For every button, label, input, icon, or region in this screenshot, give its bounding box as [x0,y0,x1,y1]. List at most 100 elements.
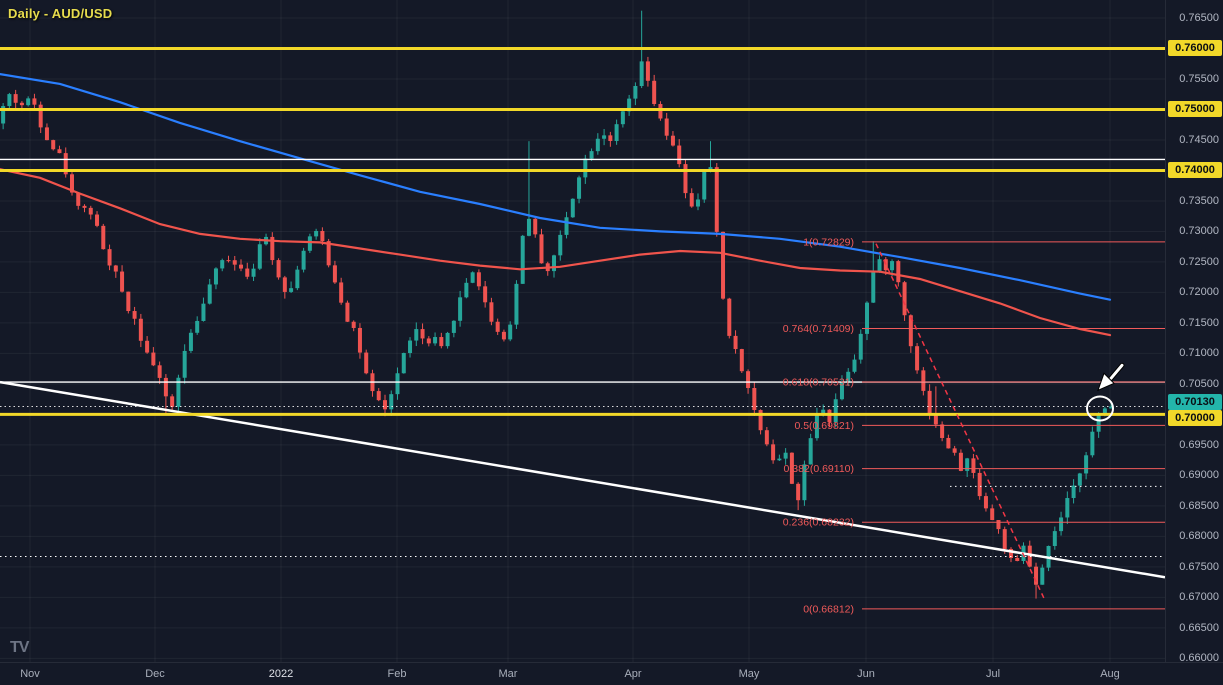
candle-body [501,331,506,340]
highlight-circle[interactable] [1086,395,1114,422]
price-axis-label: 0.74500 [1179,134,1219,146]
candle-body [395,373,400,395]
candle-body [389,394,394,410]
time-axis-month-label: Apr [624,668,642,680]
candle-body [220,260,225,269]
candle-body [414,329,419,341]
candle-body [639,61,644,87]
candle-body [63,153,68,175]
candle-body [714,167,719,232]
candle-body [339,282,344,303]
candle-body [326,241,331,266]
candle-body [320,230,325,242]
candle-body [445,332,450,347]
time-axis-month-label: Mar [498,668,518,680]
candle-body [1027,545,1032,567]
candle-body [13,94,18,103]
candle-body [1071,485,1076,499]
price-axis-label: 0.73000 [1179,225,1219,238]
candle-body [458,297,463,321]
candle-body [877,259,882,271]
candle-body [57,149,62,154]
candle-body [82,205,87,208]
fib-level-label: 0.764(0.71409) [783,323,854,335]
arrow-head[interactable] [1097,372,1115,392]
candle-body [764,430,769,445]
candle-body [589,151,594,159]
candle-body [514,283,519,325]
candle-body [702,169,707,200]
price-axis-label: 0.71000 [1179,347,1219,360]
time-axis-month-label: Feb [387,668,407,680]
candle-body [1008,548,1013,558]
candle-body [783,452,788,459]
candle-body [508,324,513,340]
candle-body [251,268,256,277]
price-axis-label: 0.68500 [1179,499,1219,512]
candle-body [946,437,951,449]
candle-body [476,272,481,287]
candle-body [408,340,413,354]
candle-body [245,268,250,277]
price-axis-label: 0.72000 [1179,286,1219,299]
candle-body [520,235,525,284]
candle-body [833,399,838,423]
candle-body [257,244,262,269]
price-axis[interactable]: 0.66000 0.66500 0.67000 0.67500 0.68000 0.685… [1165,0,1223,665]
fib-level-label: 0.382(0.69110) [784,463,854,475]
candle-body [902,282,907,316]
price-axis-label: 0.76500 [1179,12,1219,24]
candle-body [614,124,619,142]
candle-body [1,106,6,124]
candle-body [677,145,682,165]
candle-body [138,318,143,341]
candle-body [145,340,150,353]
time-axis[interactable]: Nov Dec 2022 Feb Mar Apr May Jun Jul Aug [0,662,1223,685]
candle-body [270,236,275,261]
chart-background [0,0,1165,662]
fib-level-label: 0.236(0.68232) [783,517,854,529]
candle-body [602,135,607,139]
candle-body [1077,473,1082,486]
candle-body [708,167,713,170]
time-axis-month-label: Dec [145,668,165,680]
candle-body [627,98,632,112]
candle-body [645,61,650,81]
fibonacci-layer: 1(0.72829) 0.764(0.71409) 0.618(0.70531) 0.… [783,236,1165,615]
candle-body [983,496,988,509]
candle-body [182,350,187,378]
candle-body [44,127,49,141]
chart-title: Daily - AUD/USD [8,6,113,21]
candle-body [971,458,976,473]
candle-body [276,260,281,278]
candle-body [376,391,381,401]
candle-body [802,464,807,501]
candle-body [940,424,945,438]
red-dashed-trendline[interactable] [875,243,1046,601]
candle-body [664,118,669,136]
candle-body [1096,415,1101,432]
candle-body [1065,498,1070,518]
candle-body [213,268,218,285]
candle-body [464,282,469,298]
candle-body [26,98,31,106]
candle-body [357,327,362,353]
candle-body [958,452,963,471]
fib-level-label: 0.618(0.70531) [783,377,854,389]
price-axis-label: 0.66000 [1179,652,1219,665]
candle-body [201,303,206,321]
candle-body [727,298,732,336]
candle-body [451,320,456,333]
candle-body [620,111,625,125]
candle-body [132,311,137,319]
candle-body [896,261,901,283]
candle-body [558,234,563,256]
candlestick-chart-canvas[interactable]: 1(0.72829) 0.764(0.71409) 0.618(0.70531) 0.… [0,0,1165,662]
candle-body [120,271,125,292]
candle-body [351,321,356,328]
price-axis-label: 0.69500 [1179,438,1219,451]
candle-body [564,217,569,235]
price-axis-label: 0.70500 [1179,377,1219,390]
candle-body [821,409,826,414]
tradingview-logo[interactable]: TV [10,639,29,657]
